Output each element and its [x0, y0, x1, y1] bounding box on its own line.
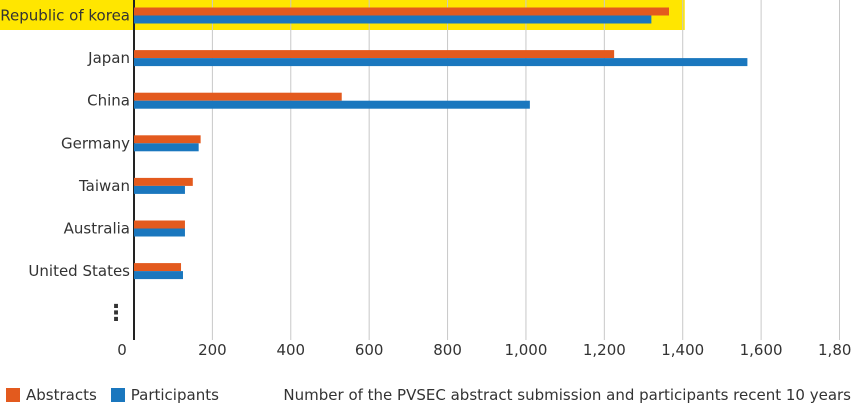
- category-label: Germany: [61, 134, 130, 152]
- bar-participants-2: [134, 100, 530, 109]
- category-label: Japan: [87, 49, 130, 67]
- x-tick-label: 600: [355, 341, 384, 359]
- bar-participants-5: [134, 228, 185, 237]
- category-label: Australia: [64, 220, 130, 238]
- legend-swatch-abstracts: [6, 388, 20, 402]
- bar-abstracts-3: [134, 135, 201, 144]
- x-tick-label: 1,200: [583, 341, 626, 359]
- bar-participants-1: [134, 58, 748, 67]
- bar-abstracts-4: [134, 177, 193, 186]
- bar-abstracts-5: [134, 220, 185, 229]
- x-tick-label: 1,400: [661, 341, 704, 359]
- bar-participants-0: [134, 15, 652, 24]
- category-label: Republic of korea: [0, 7, 130, 25]
- legend: Abstracts Participants: [6, 386, 233, 404]
- legend-label-abstracts: Abstracts: [26, 386, 97, 404]
- bar-participants-4: [134, 185, 185, 194]
- x-tick-label: 400: [276, 341, 305, 359]
- legend-item-participants: Participants: [110, 386, 219, 404]
- more-categories-ellipsis: ⋮: [105, 301, 127, 326]
- x-tick-label: 1,800: [818, 341, 851, 359]
- category-label: United States: [28, 262, 130, 280]
- bar-abstracts-6: [134, 263, 182, 272]
- bar-participants-3: [134, 143, 199, 152]
- x-tick-label: 1,000: [504, 341, 547, 359]
- bar-participants-6: [134, 271, 183, 280]
- bar-abstracts-1: [134, 50, 615, 59]
- x-tick-label: 1,600: [740, 341, 783, 359]
- legend-label-participants: Participants: [130, 386, 219, 404]
- x-tick-label: 800: [433, 341, 462, 359]
- x-tick-label: 0: [117, 341, 127, 359]
- x-tick-label: 200: [198, 341, 227, 359]
- legend-swatch-participants: [110, 388, 125, 402]
- bar-abstracts-0: [134, 7, 670, 16]
- category-label: China: [87, 92, 130, 110]
- bar-abstracts-2: [134, 92, 342, 101]
- category-label: Taiwan: [78, 177, 130, 195]
- legend-item-abstracts: Abstracts: [6, 386, 97, 404]
- chart-caption: Number of the PVSEC abstract submission …: [283, 386, 851, 404]
